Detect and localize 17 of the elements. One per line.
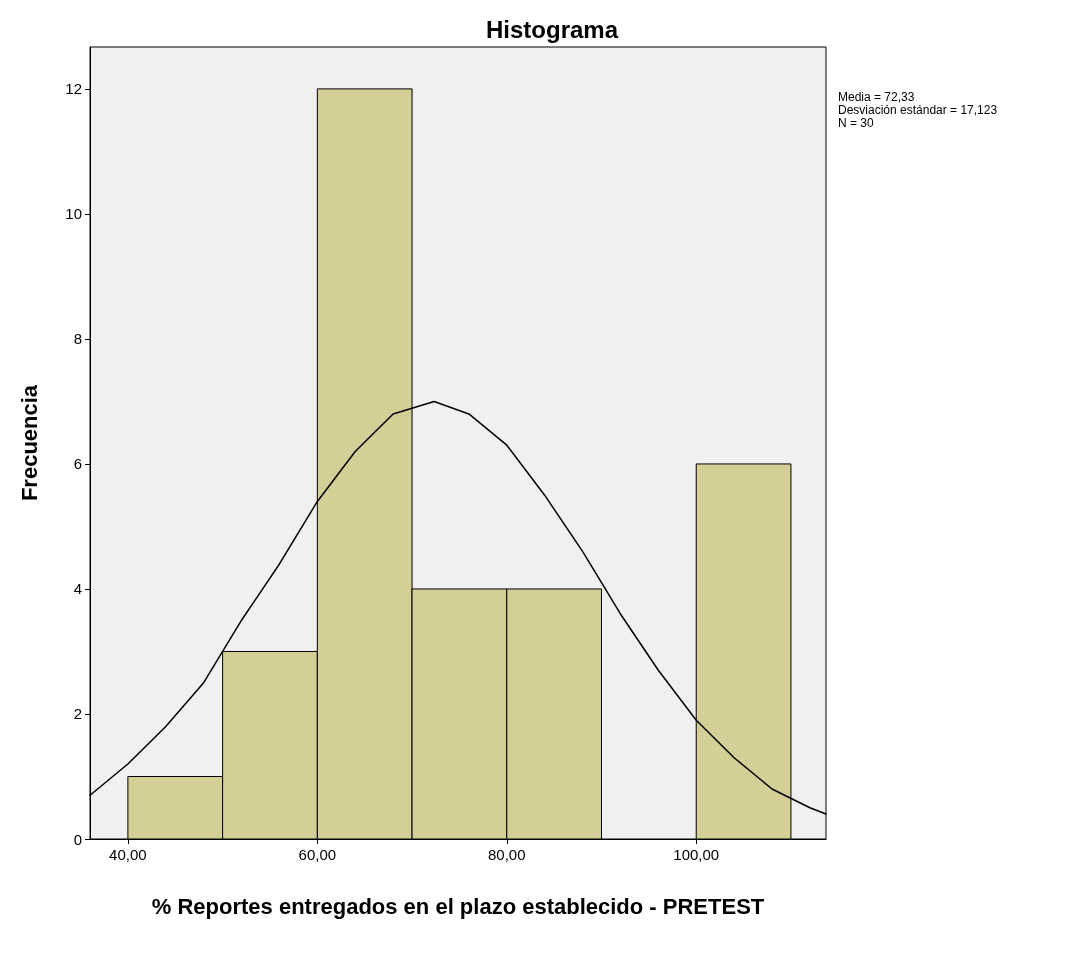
y-tick-label: 2: [73, 705, 82, 723]
x-axis-title: % Reportes entregados en el plazo establecido - PRETEST: [151, 893, 765, 919]
y-axis-title: Frecuencia: [16, 384, 42, 502]
y-tick-label: 0: [73, 830, 82, 848]
text: Desviación estándar = 17,123: [838, 102, 998, 117]
y-tick-label: 4: [73, 580, 82, 598]
x-tick-label: 60,00: [298, 846, 337, 863]
chart-title: Histograma: [485, 15, 619, 43]
y-tick-label: 12: [65, 80, 82, 98]
x-tick-label: 80,00: [488, 846, 526, 863]
text: Media = 72,33: [838, 89, 915, 104]
text: N = 30: [838, 115, 875, 130]
y-tick-label: 10: [65, 205, 82, 223]
y-tick-label: 6: [73, 455, 82, 473]
x-tick-label: 100,00: [673, 846, 720, 863]
x-tick-label: 40,00: [109, 846, 147, 863]
y-tick-label: 8: [73, 330, 82, 348]
